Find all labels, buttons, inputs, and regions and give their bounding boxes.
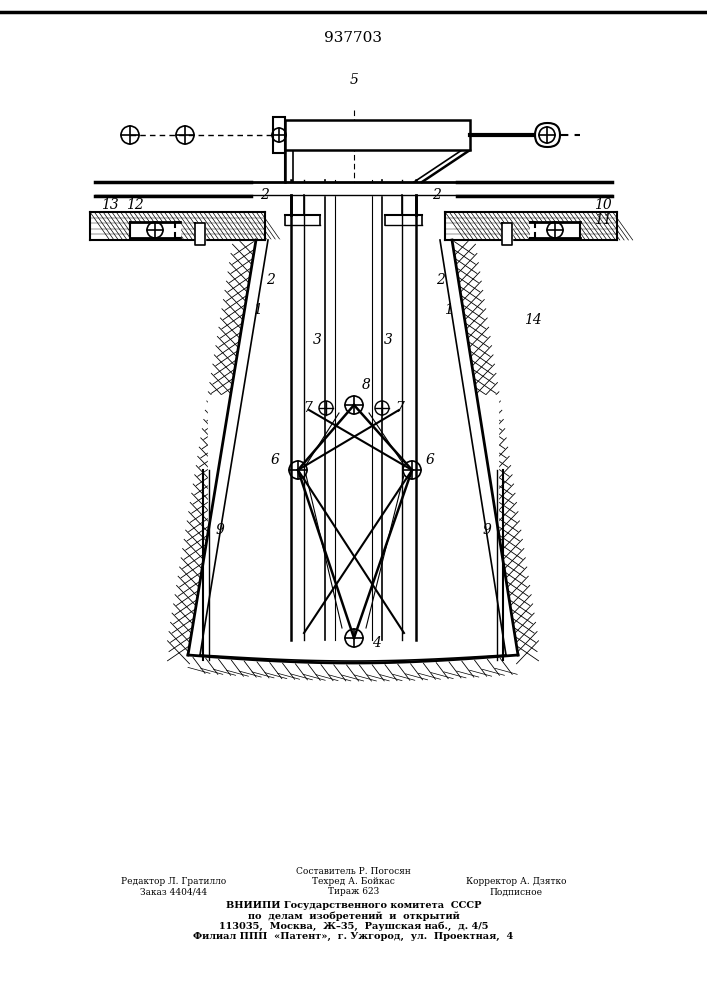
- Text: Филиал ППП  «Патент»,  г. Ужгород,  ул.  Проектная,  4: Филиал ППП «Патент», г. Ужгород, ул. Про…: [194, 931, 513, 941]
- Polygon shape: [530, 222, 580, 238]
- Text: 7: 7: [303, 401, 312, 415]
- Polygon shape: [457, 182, 612, 196]
- Text: 3: 3: [312, 333, 322, 347]
- Text: 4: 4: [372, 636, 380, 650]
- Text: 14: 14: [524, 313, 542, 327]
- Bar: [273, 117, 285, 153]
- Text: 2: 2: [436, 273, 445, 287]
- Polygon shape: [502, 223, 512, 245]
- Polygon shape: [195, 223, 205, 245]
- Text: 6: 6: [426, 453, 434, 467]
- Polygon shape: [188, 240, 518, 655]
- Text: 12: 12: [126, 198, 144, 212]
- FancyBboxPatch shape: [535, 123, 560, 147]
- Text: 5: 5: [349, 73, 358, 87]
- Text: 8: 8: [361, 378, 370, 392]
- Text: 9: 9: [483, 523, 491, 537]
- Text: Заказ 4404/44: Заказ 4404/44: [140, 888, 206, 896]
- Polygon shape: [130, 222, 180, 238]
- Text: 2: 2: [261, 188, 269, 202]
- Text: ВНИИПИ Государственного комитета  СССР: ВНИИПИ Государственного комитета СССР: [226, 902, 481, 910]
- Text: Техред А. Бойкас: Техред А. Бойкас: [312, 878, 395, 886]
- Text: 6: 6: [271, 453, 279, 467]
- Text: Составитель Р. Погосян: Составитель Р. Погосян: [296, 867, 411, 876]
- Text: 113035,  Москва,  Ж–35,  Раушская наб.,  д. 4/5: 113035, Москва, Ж–35, Раушская наб., д. …: [218, 921, 489, 931]
- Text: Подписное: Подписное: [490, 888, 542, 896]
- Polygon shape: [95, 182, 612, 195]
- Text: 7: 7: [395, 401, 404, 415]
- Polygon shape: [95, 182, 251, 196]
- Text: 3: 3: [384, 333, 392, 347]
- Text: 13: 13: [101, 198, 119, 212]
- Text: 9: 9: [216, 523, 224, 537]
- Text: Тираж 623: Тираж 623: [328, 888, 379, 896]
- Text: 2: 2: [266, 273, 274, 287]
- Text: 1: 1: [443, 303, 452, 317]
- Polygon shape: [452, 240, 617, 655]
- Text: Редактор Л. Гратилло: Редактор Л. Гратилло: [121, 878, 226, 886]
- Text: 2: 2: [433, 188, 441, 202]
- Text: 11: 11: [594, 213, 612, 227]
- Polygon shape: [445, 212, 617, 240]
- Text: 937703: 937703: [324, 31, 382, 45]
- Text: по  делам  изобретений  и  открытий: по делам изобретений и открытий: [247, 911, 460, 921]
- Polygon shape: [90, 212, 265, 240]
- Text: 1: 1: [252, 303, 262, 317]
- Text: Корректор А. Дзятко: Корректор А. Дзятко: [466, 878, 566, 886]
- Polygon shape: [208, 395, 498, 650]
- Bar: [285, 120, 470, 150]
- Polygon shape: [90, 240, 256, 655]
- Text: 10: 10: [594, 198, 612, 212]
